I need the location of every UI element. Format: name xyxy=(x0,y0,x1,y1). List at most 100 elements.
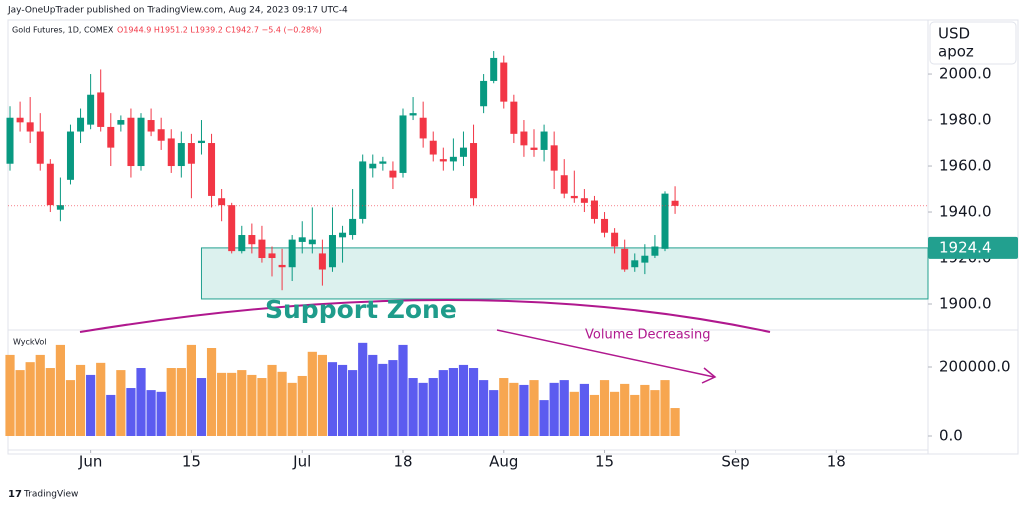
candle-body xyxy=(540,131,548,150)
candle-body xyxy=(6,117,14,164)
candle-body xyxy=(288,239,296,268)
volume-bar xyxy=(630,394,640,436)
candle-body xyxy=(137,117,145,167)
footer: TradingView xyxy=(23,490,78,500)
candle-body xyxy=(177,143,185,167)
volume-bar xyxy=(610,391,620,436)
candle-body xyxy=(369,163,377,169)
candle-body xyxy=(46,163,54,206)
candle-body xyxy=(157,129,165,141)
y-tick-label: 2000.0 xyxy=(939,65,992,83)
candle-body xyxy=(318,253,326,270)
candle-body xyxy=(187,143,195,164)
candle-body xyxy=(167,138,175,167)
volume-bar xyxy=(479,380,489,436)
volume-bar xyxy=(519,384,529,436)
volume-title: WyckVol xyxy=(13,338,47,347)
x-tick-label: 15 xyxy=(595,453,614,471)
volume-bar xyxy=(458,364,469,436)
volume-bar xyxy=(559,380,569,436)
volume-bar xyxy=(428,378,438,436)
volume-bar xyxy=(408,378,418,436)
volume-bar xyxy=(337,364,348,436)
price-label: 1924.4 xyxy=(939,238,992,256)
candle-body xyxy=(631,260,639,268)
volume-bar xyxy=(277,371,287,436)
volume-bar xyxy=(398,344,408,436)
candle-body xyxy=(389,170,397,178)
unit: apoz xyxy=(938,43,974,61)
volume-bar xyxy=(267,364,277,436)
volume-bar xyxy=(106,394,116,436)
candle-body xyxy=(621,248,629,270)
volume-bar xyxy=(388,360,398,436)
candle-body xyxy=(208,143,216,196)
candle-body xyxy=(228,205,236,252)
volume-bar xyxy=(96,362,106,436)
volume-bar xyxy=(539,400,549,436)
candle-body xyxy=(36,131,44,164)
volume-bar xyxy=(15,370,25,436)
volume-bar xyxy=(640,384,650,436)
x-tick-label: 15 xyxy=(182,453,201,471)
y-tick-label: 1900.0 xyxy=(939,295,992,313)
y-tick-label: 1960.0 xyxy=(939,157,992,175)
volume-bar xyxy=(297,375,307,436)
candle-body xyxy=(510,101,518,134)
candle-body xyxy=(580,198,588,203)
support-zone xyxy=(200,247,929,300)
volume-bar xyxy=(45,368,55,436)
candle-body xyxy=(258,239,266,259)
volume-bar xyxy=(227,372,237,436)
y-tick-label: 1940.0 xyxy=(939,203,992,221)
volume-bar xyxy=(126,388,136,436)
volume-bar xyxy=(5,354,15,436)
price-label-box xyxy=(928,236,1018,259)
candle-body xyxy=(127,117,135,167)
candle-body xyxy=(671,200,679,206)
volume-bar xyxy=(418,382,428,436)
volume-bar xyxy=(438,370,448,436)
candle-body xyxy=(429,140,437,155)
x-tick-label: Jun xyxy=(78,453,102,471)
candle-body xyxy=(339,232,347,238)
candle-body xyxy=(641,255,649,263)
support-zone-label: Support Zone xyxy=(265,295,457,324)
candle-body xyxy=(570,195,578,199)
logo-mark: 17 xyxy=(8,489,22,500)
x-tick-label: 18 xyxy=(393,453,412,471)
volume-bar xyxy=(166,368,176,436)
volume-bar xyxy=(670,408,680,436)
candle-body xyxy=(379,161,387,164)
volume-bar xyxy=(569,391,579,436)
candle-body xyxy=(349,218,357,236)
candle-body xyxy=(359,161,367,219)
volume-bar xyxy=(529,380,539,436)
volume-bar xyxy=(35,354,45,436)
x-tick-label: Jul xyxy=(292,453,311,471)
candle-body xyxy=(87,94,95,125)
candle-body xyxy=(480,80,488,107)
volume-bar xyxy=(196,378,207,436)
candle-body xyxy=(107,126,115,148)
volume-bar xyxy=(156,391,166,436)
candle-body xyxy=(238,235,246,252)
ohlc-legend: O1944.9 H1951.2 L1939.2 C1942.7 −5.4 (−0… xyxy=(117,26,322,35)
y-tick-label: 1980.0 xyxy=(939,111,992,129)
candle-body xyxy=(66,131,74,180)
candle-body xyxy=(26,122,34,132)
volume-bar xyxy=(599,380,610,436)
volume-bar xyxy=(217,372,227,436)
candle-body xyxy=(500,62,508,102)
header: Jay-OneUpTrader published on TradingView… xyxy=(7,6,348,16)
volume-bar xyxy=(579,383,589,436)
volume-bar xyxy=(86,374,96,436)
volume-bar xyxy=(146,390,156,436)
candle-body xyxy=(218,198,226,206)
volume-bar xyxy=(287,382,297,436)
volume-bar xyxy=(660,380,670,436)
arrow-head xyxy=(701,367,717,384)
volume-bar xyxy=(317,354,327,436)
candle-body xyxy=(77,117,85,132)
candle-body xyxy=(590,200,598,219)
